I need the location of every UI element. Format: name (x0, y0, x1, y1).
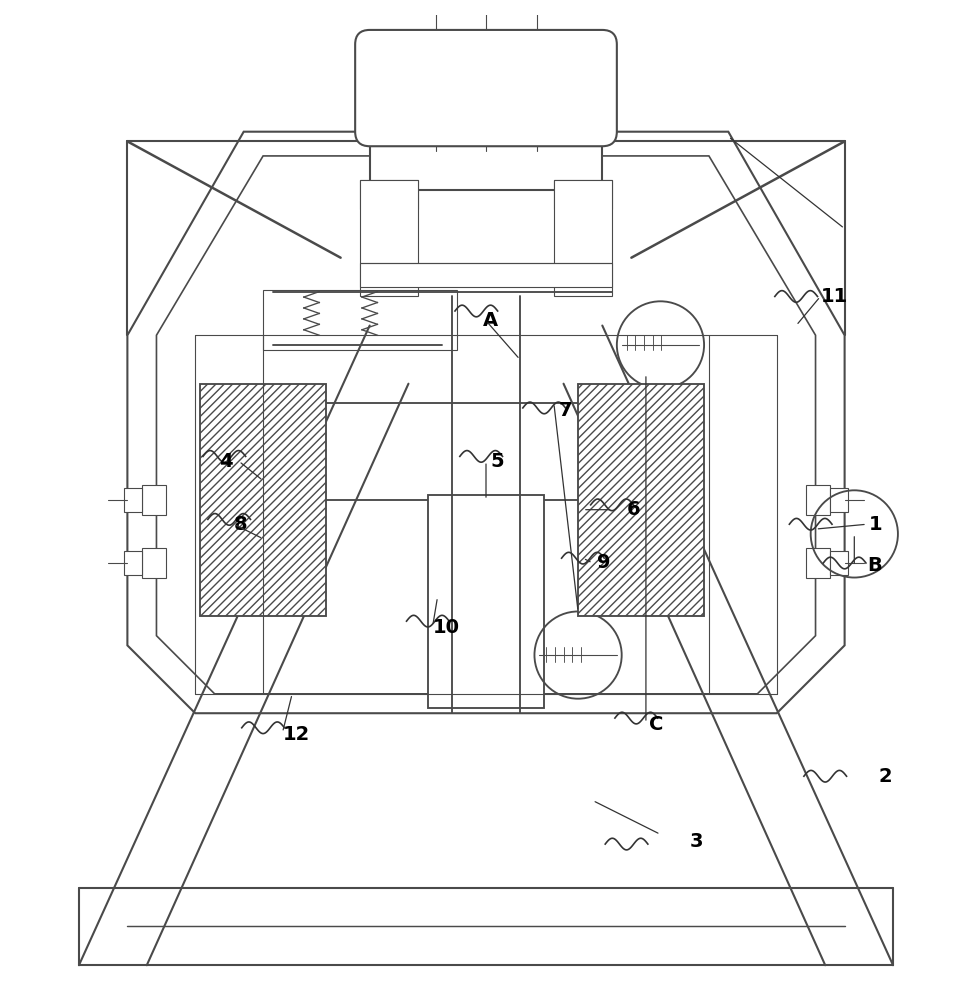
Bar (830, 488, 848, 512)
Bar (806, 485, 830, 515)
Text: 10: 10 (433, 618, 460, 637)
Bar (806, 548, 830, 578)
Bar (360, 263, 612, 287)
Bar (428, 495, 544, 708)
Text: A: A (483, 311, 499, 330)
Bar (360, 180, 418, 209)
Bar (273, 403, 699, 500)
Bar (124, 551, 142, 575)
Text: B: B (867, 556, 882, 575)
Text: 7: 7 (559, 401, 573, 420)
Text: 1: 1 (869, 515, 883, 534)
Bar (142, 548, 166, 578)
Bar (830, 551, 848, 575)
Text: 4: 4 (220, 452, 233, 471)
Bar (578, 384, 704, 616)
Bar (554, 180, 612, 209)
Text: 5: 5 (491, 452, 504, 471)
FancyBboxPatch shape (355, 30, 617, 146)
Bar (360, 180, 418, 296)
Bar (369, 44, 603, 190)
Text: 12: 12 (283, 725, 310, 744)
Bar (200, 384, 326, 616)
Text: 6: 6 (627, 500, 641, 519)
Bar (263, 290, 457, 350)
Bar (142, 485, 166, 515)
Bar (124, 488, 142, 512)
Text: C: C (649, 715, 663, 734)
Text: 9: 9 (598, 553, 611, 572)
Text: 11: 11 (820, 287, 848, 306)
Text: 2: 2 (879, 767, 892, 786)
Text: 3: 3 (689, 832, 703, 851)
Bar (554, 180, 612, 296)
Text: 8: 8 (234, 515, 248, 534)
